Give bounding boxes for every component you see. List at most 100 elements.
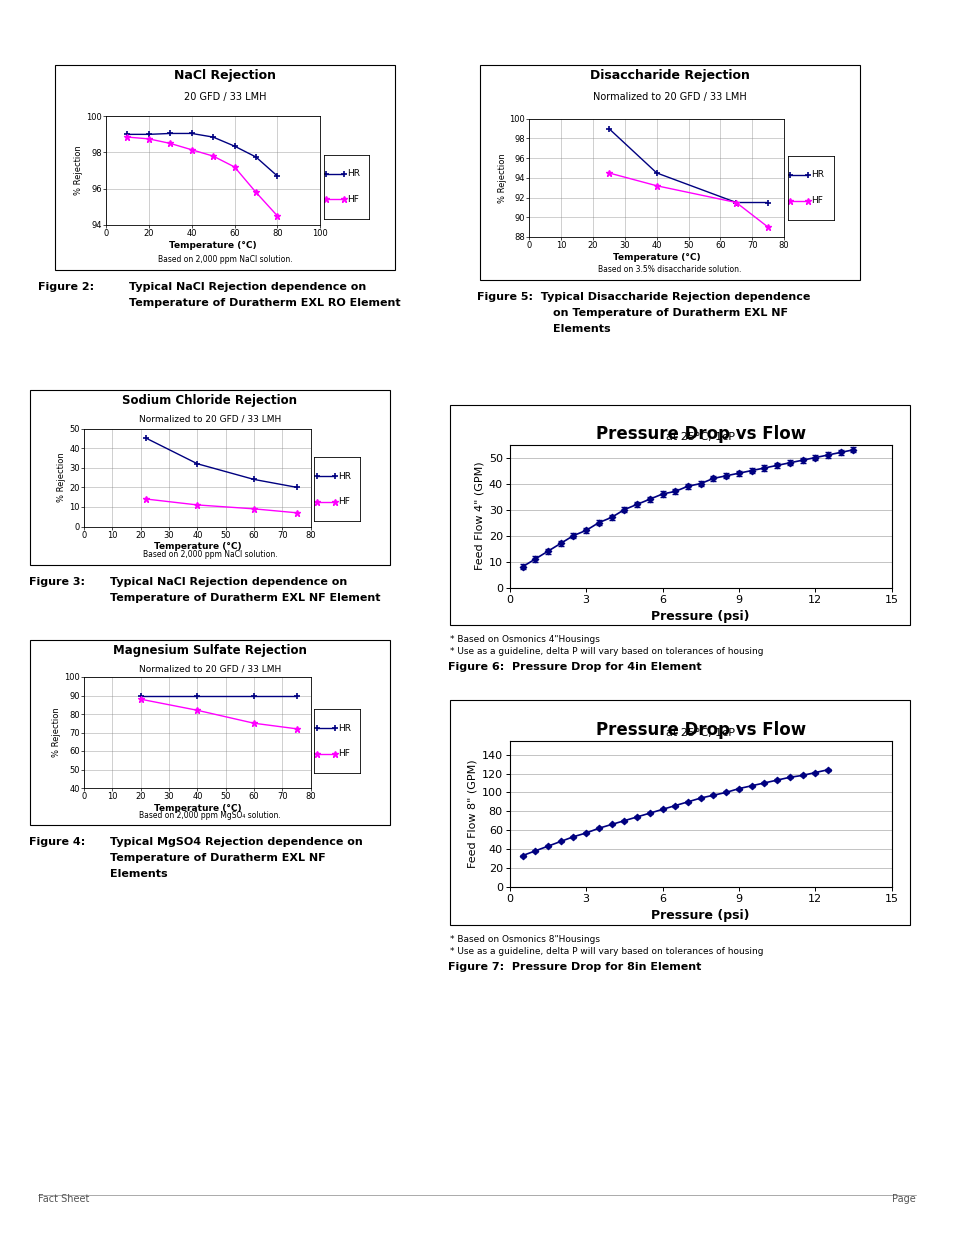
Point (743, 461, 759, 480)
Point (527, 550, 542, 569)
Point (679, 792, 695, 811)
Text: Elements: Elements (110, 869, 167, 879)
Text: Figure 4:: Figure 4: (29, 837, 85, 847)
Text: at 25°C, 1cP: at 25°C, 1cP (665, 432, 735, 442)
Point (832, 442, 847, 462)
Point (769, 456, 784, 475)
Point (667, 795, 682, 815)
Point (553, 831, 568, 851)
Text: Figure 5:  Typical Disaccharide Rejection dependence: Figure 5: Typical Disaccharide Rejection… (476, 291, 809, 303)
Point (641, 489, 657, 509)
Text: HR: HR (811, 170, 823, 179)
Point (807, 448, 822, 468)
Y-axis label: % Rejection: % Rejection (52, 708, 61, 757)
Title: Pressure Drop vs Flow: Pressure Drop vs Flow (595, 425, 805, 443)
Text: Based on 3.5% disaccharide solution.: Based on 3.5% disaccharide solution. (598, 264, 740, 274)
Text: * Use as a guideline, delta P will vary based on tolerances of housing: * Use as a guideline, delta P will vary … (450, 647, 762, 656)
Y-axis label: Feed Flow 4" (GPM): Feed Flow 4" (GPM) (474, 462, 484, 571)
Point (692, 474, 707, 494)
X-axis label: Temperature (°C): Temperature (°C) (153, 542, 241, 552)
Text: HF: HF (811, 196, 822, 205)
Point (769, 771, 784, 790)
Point (667, 482, 682, 501)
Y-axis label: % Rejection: % Rejection (497, 153, 506, 203)
Point (756, 458, 771, 478)
Y-axis label: Feed Flow 8" (GPM): Feed Flow 8" (GPM) (467, 760, 477, 868)
Text: * Based on Osmonics 4"Housings: * Based on Osmonics 4"Housings (450, 635, 599, 643)
Text: Temperature of Duratherm EXL NF: Temperature of Duratherm EXL NF (110, 853, 325, 863)
Text: on Temperature of Duratherm EXL NF: on Temperature of Duratherm EXL NF (553, 308, 787, 319)
Text: Normalized to 20 GFD / 33 LMH: Normalized to 20 GFD / 33 LMH (593, 93, 746, 103)
Text: Disaccharide Rejection: Disaccharide Rejection (590, 69, 749, 82)
Point (616, 500, 631, 520)
Point (794, 766, 809, 785)
Point (616, 811, 631, 831)
Point (654, 484, 669, 504)
Point (731, 779, 746, 799)
Point (692, 788, 707, 808)
Title: Pressure Drop vs Flow: Pressure Drop vs Flow (595, 721, 805, 739)
Point (603, 815, 618, 835)
Point (705, 785, 720, 805)
Text: Based on 2,000 ppm NaCl solution.: Based on 2,000 ppm NaCl solution. (143, 550, 277, 558)
X-axis label: Temperature (°C): Temperature (°C) (169, 241, 256, 249)
Text: Fact Sheet: Fact Sheet (38, 1194, 90, 1204)
Point (565, 827, 580, 847)
Point (565, 526, 580, 546)
Text: HR: HR (347, 169, 360, 178)
Text: Based on 2,000 ppm NaCl solution.: Based on 2,000 ppm NaCl solution. (157, 254, 292, 264)
Point (781, 453, 797, 473)
Text: * Use as a guideline, delta P will vary based on tolerances of housing: * Use as a guideline, delta P will vary … (450, 947, 762, 956)
Text: Temperature of Duratherm EXL NF Element: Temperature of Duratherm EXL NF Element (110, 593, 380, 603)
Text: Normalized to 20 GFD / 33 LMH: Normalized to 20 GFD / 33 LMH (139, 664, 281, 674)
Point (591, 513, 606, 532)
Point (794, 451, 809, 471)
Text: Magnesium Sulfate Rejection: Magnesium Sulfate Rejection (113, 643, 307, 657)
Point (515, 846, 530, 866)
Text: Elements: Elements (553, 324, 610, 335)
Point (820, 760, 835, 779)
Point (578, 823, 593, 842)
Point (679, 477, 695, 496)
Text: Typical MgSO4 Rejection dependence on: Typical MgSO4 Rejection dependence on (110, 837, 362, 847)
Y-axis label: % Rejection: % Rejection (74, 146, 83, 195)
Point (845, 440, 861, 459)
Text: HF: HF (338, 750, 350, 758)
Text: NaCl Rejection: NaCl Rejection (173, 69, 275, 82)
Text: Page: Page (891, 1194, 915, 1204)
X-axis label: Temperature (°C): Temperature (°C) (153, 804, 241, 813)
Point (527, 841, 542, 861)
Point (578, 520, 593, 540)
Text: Based on 2,000 ppm MgSO₄ solution.: Based on 2,000 ppm MgSO₄ solution. (139, 811, 280, 820)
Point (807, 763, 822, 783)
Point (641, 803, 657, 823)
Text: Typical NaCl Rejection dependence on: Typical NaCl Rejection dependence on (129, 282, 366, 291)
Text: Temperature of Duratherm EXL RO Element: Temperature of Duratherm EXL RO Element (129, 298, 400, 308)
Point (718, 466, 733, 485)
Point (756, 773, 771, 793)
Text: HF: HF (347, 195, 359, 204)
Text: 20 GFD / 33 LMH: 20 GFD / 33 LMH (184, 93, 266, 103)
Point (591, 819, 606, 839)
Point (629, 806, 644, 826)
Point (705, 468, 720, 488)
Text: at 25°C, 1cP: at 25°C, 1cP (665, 727, 735, 737)
Point (539, 836, 555, 856)
Text: * Based on Osmonics 8"Housings: * Based on Osmonics 8"Housings (450, 935, 599, 944)
Point (743, 776, 759, 795)
Text: Sodium Chloride Rejection: Sodium Chloride Rejection (122, 394, 297, 406)
Text: Figure 2:: Figure 2: (38, 282, 94, 291)
Text: Figure 6:  Pressure Drop for 4in Element: Figure 6: Pressure Drop for 4in Element (448, 662, 701, 672)
Text: Typical NaCl Rejection dependence on: Typical NaCl Rejection dependence on (110, 577, 347, 587)
Text: HR: HR (338, 472, 351, 480)
Text: Figure 7:  Pressure Drop for 8in Element: Figure 7: Pressure Drop for 8in Element (448, 962, 701, 972)
Point (731, 463, 746, 483)
Text: HF: HF (338, 498, 350, 506)
X-axis label: Pressure (psi): Pressure (psi) (651, 610, 749, 624)
Text: Figure 3:: Figure 3: (29, 577, 85, 587)
Point (718, 783, 733, 803)
Point (539, 541, 555, 561)
Point (515, 557, 530, 577)
Point (629, 494, 644, 514)
Point (553, 534, 568, 553)
